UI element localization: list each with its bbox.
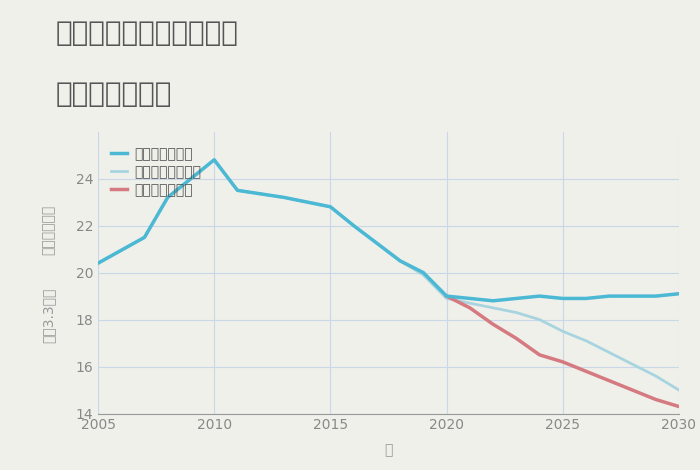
ノーマルシナリオ bbox=[652, 373, 660, 379]
グッドシナリオ bbox=[140, 235, 148, 240]
バッドシナリオ bbox=[512, 336, 521, 341]
ノーマルシナリオ bbox=[280, 195, 288, 200]
グッドシナリオ bbox=[210, 157, 218, 163]
Line: ノーマルシナリオ: ノーマルシナリオ bbox=[98, 160, 679, 390]
グッドシナリオ bbox=[280, 195, 288, 200]
バッドシナリオ bbox=[466, 305, 474, 311]
バッドシナリオ bbox=[489, 321, 497, 327]
グッドシナリオ bbox=[652, 293, 660, 299]
Text: 坪（3.3㎡）: 坪（3.3㎡） bbox=[41, 287, 55, 343]
ノーマルシナリオ bbox=[675, 387, 683, 393]
ノーマルシナリオ bbox=[536, 317, 544, 322]
ノーマルシナリオ bbox=[210, 157, 218, 163]
ノーマルシナリオ bbox=[233, 188, 242, 193]
ノーマルシナリオ bbox=[629, 361, 637, 367]
バッドシナリオ bbox=[629, 387, 637, 393]
バッドシナリオ bbox=[675, 404, 683, 409]
バッドシナリオ bbox=[652, 397, 660, 402]
グッドシナリオ bbox=[629, 293, 637, 299]
ノーマルシナリオ bbox=[605, 350, 613, 355]
ノーマルシナリオ bbox=[559, 329, 567, 334]
バッドシナリオ bbox=[582, 368, 590, 374]
グッドシナリオ bbox=[675, 291, 683, 297]
グッドシナリオ bbox=[349, 223, 358, 228]
ノーマルシナリオ bbox=[349, 223, 358, 228]
X-axis label: 年: 年 bbox=[384, 444, 393, 458]
グッドシナリオ bbox=[442, 293, 451, 299]
ノーマルシナリオ bbox=[466, 300, 474, 306]
グッドシナリオ bbox=[512, 296, 521, 301]
Text: 三重県鈴鹿市北玉垣町の: 三重県鈴鹿市北玉垣町の bbox=[56, 19, 239, 47]
グッドシナリオ bbox=[396, 258, 405, 264]
グッドシナリオ bbox=[94, 260, 102, 266]
Text: 土地の価格推移: 土地の価格推移 bbox=[56, 80, 172, 108]
ノーマルシナリオ bbox=[140, 235, 148, 240]
グッドシナリオ bbox=[536, 293, 544, 299]
ノーマルシナリオ bbox=[512, 310, 521, 315]
ノーマルシナリオ bbox=[582, 338, 590, 344]
Line: バッドシナリオ: バッドシナリオ bbox=[447, 296, 679, 407]
グッドシナリオ bbox=[489, 298, 497, 304]
グッドシナリオ bbox=[164, 195, 172, 200]
グッドシナリオ bbox=[605, 293, 613, 299]
グッドシナリオ bbox=[559, 296, 567, 301]
ノーマルシナリオ bbox=[164, 195, 172, 200]
Line: グッドシナリオ: グッドシナリオ bbox=[98, 160, 679, 301]
グッドシナリオ bbox=[326, 204, 335, 210]
Text: 単価（万円）: 単価（万円） bbox=[41, 205, 55, 255]
ノーマルシナリオ bbox=[326, 204, 335, 210]
バッドシナリオ bbox=[605, 378, 613, 384]
ノーマルシナリオ bbox=[94, 260, 102, 266]
ノーマルシナリオ bbox=[442, 296, 451, 301]
グッドシナリオ bbox=[466, 296, 474, 301]
ノーマルシナリオ bbox=[489, 305, 497, 311]
バッドシナリオ bbox=[442, 293, 451, 299]
バッドシナリオ bbox=[536, 352, 544, 358]
グッドシナリオ bbox=[582, 296, 590, 301]
バッドシナリオ bbox=[559, 359, 567, 365]
Legend: グッドシナリオ, ノーマルシナリオ, バッドシナリオ: グッドシナリオ, ノーマルシナリオ, バッドシナリオ bbox=[111, 147, 202, 197]
グッドシナリオ bbox=[233, 188, 242, 193]
ノーマルシナリオ bbox=[419, 272, 428, 278]
ノーマルシナリオ bbox=[396, 258, 405, 264]
グッドシナリオ bbox=[419, 270, 428, 275]
